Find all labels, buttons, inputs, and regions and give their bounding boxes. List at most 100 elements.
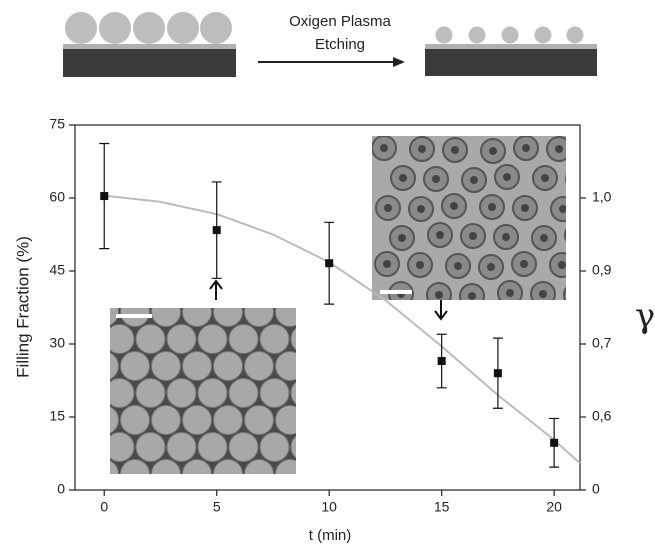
particle-core bbox=[522, 144, 530, 152]
x-tick-label: 10 bbox=[321, 499, 337, 515]
particle-core bbox=[470, 176, 478, 184]
y2-tick-label: 1,0 bbox=[592, 189, 612, 205]
data-point bbox=[550, 438, 559, 447]
particle bbox=[259, 378, 290, 408]
particle bbox=[290, 327, 296, 351]
spheres bbox=[435, 26, 584, 44]
particle bbox=[120, 308, 150, 327]
particle bbox=[275, 405, 296, 435]
particle bbox=[120, 459, 150, 474]
pattern bbox=[110, 308, 296, 474]
particle-core bbox=[558, 261, 566, 269]
y-tick-label: 15 bbox=[49, 408, 65, 424]
particle bbox=[182, 308, 212, 327]
particle bbox=[259, 432, 290, 462]
particle bbox=[166, 378, 197, 408]
particle-core bbox=[454, 262, 462, 270]
particle bbox=[120, 405, 150, 435]
particle-core bbox=[487, 263, 495, 271]
particle bbox=[182, 351, 212, 381]
particle bbox=[564, 228, 566, 242]
particle-core bbox=[521, 204, 529, 212]
y-tick-label: 0 bbox=[57, 481, 65, 497]
particle-core bbox=[435, 291, 443, 299]
particle bbox=[213, 308, 243, 327]
particle-core bbox=[384, 204, 392, 212]
particle-core bbox=[489, 147, 497, 155]
data-point bbox=[100, 192, 109, 201]
particle bbox=[110, 460, 119, 474]
particle-core bbox=[540, 234, 548, 242]
spheres bbox=[65, 12, 232, 44]
y-axis-label: Filling Fraction (%) bbox=[13, 236, 32, 378]
particle bbox=[135, 378, 166, 408]
particle bbox=[290, 435, 296, 459]
x-tick-label: 15 bbox=[434, 499, 450, 515]
particle bbox=[120, 351, 150, 381]
y2-axis-label: γ bbox=[635, 296, 655, 336]
particle bbox=[197, 324, 228, 354]
particle bbox=[151, 351, 181, 381]
x-tick-label: 5 bbox=[213, 499, 221, 515]
particle-core bbox=[574, 175, 582, 183]
y2-tick-label: 0,6 bbox=[592, 408, 612, 424]
particle bbox=[166, 324, 197, 354]
particle bbox=[166, 432, 197, 462]
particle bbox=[565, 174, 566, 184]
particle bbox=[151, 459, 181, 474]
particle bbox=[110, 324, 135, 354]
particle-core bbox=[541, 174, 549, 182]
particle bbox=[244, 308, 274, 327]
particle bbox=[182, 459, 212, 474]
inset-bg bbox=[372, 136, 566, 300]
particle bbox=[151, 308, 181, 327]
particle-core bbox=[416, 261, 424, 269]
fit-line bbox=[104, 194, 581, 464]
particle-core bbox=[520, 260, 528, 268]
y-tick-label: 45 bbox=[49, 262, 65, 278]
particle-core bbox=[468, 292, 476, 300]
particle bbox=[244, 405, 274, 435]
particle bbox=[197, 378, 228, 408]
particle bbox=[228, 378, 259, 408]
particle-core bbox=[572, 291, 580, 299]
x-axis-label: t (min) bbox=[309, 527, 352, 544]
x-tick-label: 20 bbox=[546, 499, 562, 515]
data-point bbox=[212, 226, 221, 235]
particle-core bbox=[380, 144, 388, 152]
particle bbox=[275, 459, 296, 474]
particle bbox=[110, 406, 119, 434]
schematic-text: Oxigen Plasma bbox=[289, 13, 391, 30]
particle-core bbox=[502, 233, 510, 241]
particle bbox=[197, 432, 228, 462]
schematic: Oxigen Plasma Etching bbox=[63, 12, 597, 77]
inset-image bbox=[372, 136, 582, 300]
particle bbox=[110, 378, 135, 408]
plot-frame bbox=[74, 124, 581, 491]
particle-core bbox=[488, 203, 496, 211]
particle bbox=[290, 381, 296, 405]
data-point bbox=[325, 259, 334, 268]
x-tick-label: 0 bbox=[100, 499, 108, 515]
layer bbox=[63, 44, 236, 49]
substrate bbox=[425, 49, 597, 76]
particle bbox=[213, 351, 243, 381]
y-tick-label: 30 bbox=[49, 335, 65, 351]
y2-tick-label: 0 bbox=[592, 481, 600, 497]
particle bbox=[275, 308, 296, 327]
layer bbox=[425, 44, 597, 49]
particle-core bbox=[539, 290, 547, 298]
particle bbox=[213, 405, 243, 435]
particle-core bbox=[451, 146, 459, 154]
particle bbox=[213, 459, 243, 474]
particle bbox=[244, 351, 274, 381]
particle-core bbox=[559, 205, 566, 213]
pattern bbox=[372, 136, 582, 300]
particle bbox=[182, 405, 212, 435]
schematic-text: Etching bbox=[315, 36, 365, 53]
particle bbox=[259, 324, 290, 354]
inset-image bbox=[110, 308, 296, 474]
particle-core bbox=[398, 234, 406, 242]
particle bbox=[228, 432, 259, 462]
particle bbox=[135, 432, 166, 462]
